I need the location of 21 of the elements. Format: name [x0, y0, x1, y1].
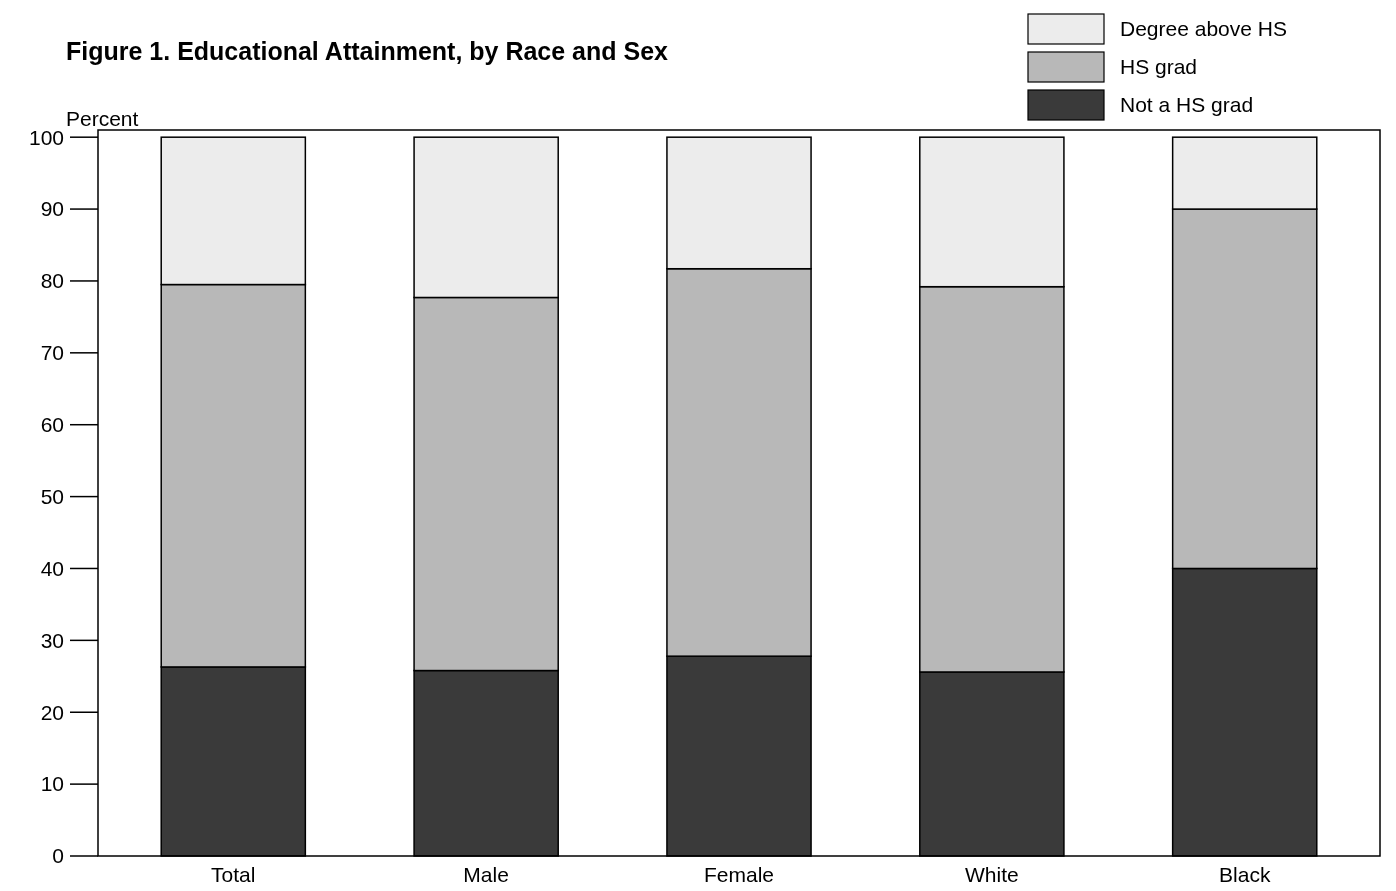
y-axis-title: Percent: [66, 107, 139, 130]
y-tick-label: 80: [40, 269, 64, 293]
y-tick-label: 70: [40, 341, 64, 365]
x-tick-label: Male: [463, 863, 509, 886]
x-tick-label: Black: [1219, 863, 1271, 886]
y-tick-label: 90: [40, 197, 64, 221]
y-tick-label: 100: [28, 125, 64, 149]
y-tick-label: 60: [40, 413, 64, 437]
y-tick-label: 50: [40, 484, 64, 508]
y-tick-label: 10: [40, 772, 64, 796]
x-tick-label: Total: [211, 863, 256, 886]
legend-label: Not a HS grad: [1120, 93, 1254, 117]
legend-label: HS grad: [1120, 55, 1198, 79]
x-tick-label: Female: [703, 863, 775, 886]
y-tick-label: 30: [40, 628, 64, 652]
legend-label: Degree above HS: [1120, 17, 1287, 41]
y-tick-label: 20: [40, 700, 64, 724]
x-tick-label: White: [965, 863, 1019, 886]
y-tick-label: 0: [52, 844, 64, 868]
y-tick-label: 40: [40, 556, 64, 580]
chart-title: Figure 1. Educational Attainment, by Race and Sex: [66, 37, 669, 65]
